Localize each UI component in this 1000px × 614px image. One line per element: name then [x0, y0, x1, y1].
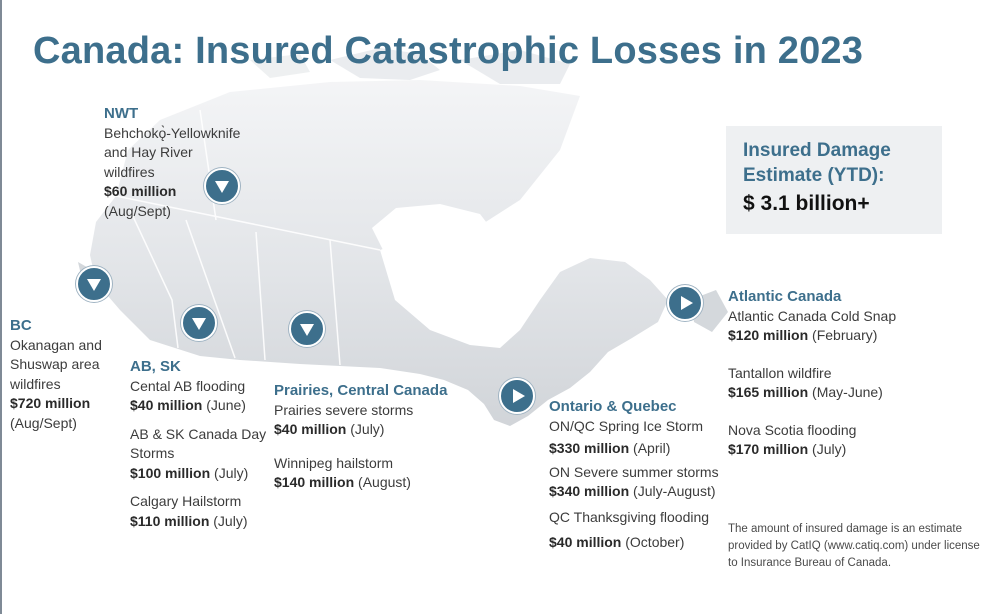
event-amount: $60 million [104, 183, 177, 199]
event-name: Prairies severe storms [274, 401, 414, 418]
event-name: Nova Scotia flooding [728, 421, 857, 438]
triangle-down-icon [215, 181, 229, 193]
event-name: Winnipeg hailstorm [274, 454, 394, 471]
triangle-down-icon [192, 318, 206, 330]
event-name: ON/QC Spring Ice Storm [549, 417, 704, 434]
region-ontario-quebec: Ontario & Quebec ON/QC Spring Ice Storm … [549, 397, 729, 553]
prairies-marker [289, 311, 325, 347]
event-period: (Aug/Sept) [10, 414, 77, 431]
event-amount: $330 million [549, 440, 630, 456]
region-ab-sk: AB, SK Cental AB flooding $40 million (J… [130, 357, 270, 531]
insured-damage-summary-box: Insured Damage Estimate (YTD): $ 3.1 bil… [726, 126, 942, 234]
border-line [115, 195, 381, 251]
event-name: Okanagan and Shuswap area wildfires [10, 336, 102, 392]
event-period: (October) [625, 534, 685, 550]
triangle-right-icon [513, 389, 525, 403]
event-period: (August) [358, 474, 411, 490]
arctic-island-shape [330, 48, 440, 80]
region-title: Prairies, Central Canada [274, 382, 448, 399]
event-name: Atlantic Canada Cold Snap [728, 307, 897, 324]
border-line [129, 209, 179, 349]
atlantic-marker [667, 285, 703, 321]
event-period: (July) [350, 421, 385, 437]
border-line [329, 239, 341, 366]
event-amount: $120 million [728, 327, 809, 343]
arctic-island-shape [460, 50, 570, 84]
event-period: (April) [633, 440, 671, 456]
event-amount: $100 million [130, 464, 211, 481]
event-name: QC Thanksgiving flooding [549, 508, 710, 525]
region-title: Ontario & Quebec [549, 398, 677, 415]
ontario-quebec-marker [499, 378, 535, 414]
region-title: BC [10, 317, 32, 334]
bc-marker [76, 266, 112, 302]
event-name: Behchokǫ̀-Yellowknife and Hay River wild… [104, 124, 241, 180]
region-bc: BC Okanagan and Shuswap area wildfires $… [10, 316, 118, 433]
source-footnote: The amount of insured damage is an estim… [728, 523, 980, 569]
event-period: (July-August) [633, 483, 716, 499]
summary-label: Insured Damage Estimate (YTD): [743, 140, 891, 186]
ab-sk-marker [181, 305, 217, 341]
summary-value: $ 3.1 billion+ [743, 192, 870, 215]
event-period: (May-June) [812, 384, 883, 400]
arctic-island-shape [250, 54, 310, 78]
event-name: AB & SK Canada Day Storms [130, 425, 267, 462]
triangle-right-icon [681, 296, 693, 310]
region-title: NWT [104, 105, 139, 122]
triangle-down-icon [300, 324, 314, 336]
event-amount: $110 million [130, 512, 210, 529]
region-nwt: NWT Behchokǫ̀-Yellowknife and Hay River … [104, 104, 244, 221]
triangle-down-icon [87, 279, 101, 291]
event-name: Calgary Hailstorm [130, 493, 242, 509]
event-amount: $720 million [10, 395, 91, 411]
event-period: (June) [206, 397, 246, 413]
event-period: (July) [812, 441, 847, 457]
border-line [255, 231, 266, 361]
nwt-marker [204, 168, 240, 204]
event-period: (February) [812, 327, 878, 343]
event-period: (Aug/Sept) [104, 202, 171, 219]
page-title: Canada: Insured Catastrophic Losses in 2… [33, 30, 864, 72]
event-amount: $140 million [274, 474, 355, 490]
region-atlantic: Atlantic Canada Atlantic Canada Cold Sna… [728, 287, 928, 460]
event-amount: $40 million [549, 534, 622, 550]
event-period: (July) [213, 512, 248, 529]
event-amount: $40 million [274, 421, 347, 437]
event-amount: $340 million [549, 483, 630, 499]
slide-left-border [0, 0, 2, 614]
event-amount: $40 million [130, 397, 203, 413]
canada-mainland-shape [90, 80, 668, 426]
event-name: Tantallon wildfire [728, 364, 832, 381]
region-title: AB, SK [130, 358, 181, 375]
region-prairies: Prairies, Central Canada Prairies severe… [274, 381, 474, 493]
event-period: (July) [214, 464, 249, 481]
event-name: Cental AB flooding [130, 377, 246, 394]
event-amount: $165 million [728, 384, 809, 400]
region-title: Atlantic Canada [728, 288, 842, 305]
event-name: ON Severe summer storms [549, 463, 719, 480]
hudson-bay-shape [372, 204, 500, 282]
border-line [185, 219, 236, 359]
event-amount: $170 million [728, 441, 809, 457]
